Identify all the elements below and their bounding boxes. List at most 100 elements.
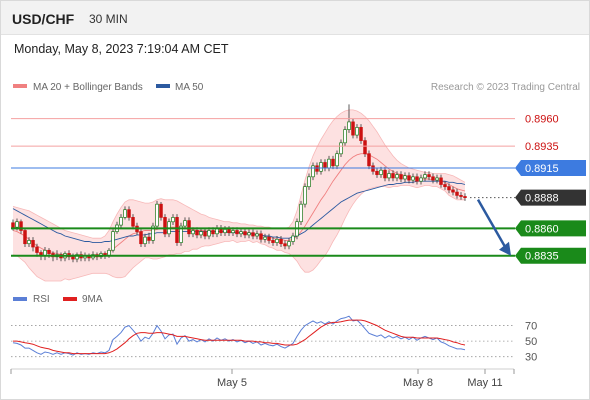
candle-up: [239, 231, 243, 235]
candle-down: [127, 209, 131, 218]
support-label: 0.8860: [525, 223, 559, 235]
ma20-legend-label: MA 20 + Bollinger Bands: [33, 82, 143, 93]
candle-down: [47, 249, 51, 254]
candle-down: [443, 184, 447, 188]
candle-down: [451, 189, 455, 193]
candle-down: [351, 121, 355, 136]
x-axis: May 5 May 8 May 11: [10, 369, 515, 389]
rsi-plot: 70 50 30: [11, 315, 537, 364]
candle-down: [375, 170, 379, 175]
candle-down: [195, 230, 199, 236]
candle-down: [23, 230, 27, 245]
candle-up: [411, 176, 415, 181]
candle-up: [303, 186, 307, 205]
rsi-level-label: 50: [525, 336, 537, 348]
rsi-level-label: 30: [525, 352, 537, 364]
candle-down: [415, 176, 419, 182]
x-tick-label: May 11: [467, 377, 502, 389]
candle-up: [355, 127, 359, 136]
rsi-legend-label: RSI: [33, 294, 50, 305]
bollinger-lower-line: [12, 185, 465, 282]
candle-up: [311, 165, 315, 178]
candle-down: [407, 175, 411, 181]
candle-down: [367, 153, 371, 167]
candle-up: [339, 142, 343, 155]
price-levels: 0.8960 0.8935 0.8915 0.8888 0.8860 0.8835: [11, 114, 586, 264]
candle-up: [247, 232, 251, 236]
candle-down: [447, 186, 451, 191]
pivot-label: 0.8915: [525, 163, 559, 175]
support-label-tag: [515, 247, 586, 264]
candle-down: [11, 222, 15, 228]
candle-down: [259, 233, 263, 240]
candle-up: [27, 240, 31, 245]
rsi-legend-swatch: [13, 297, 27, 301]
candle-up: [183, 220, 187, 227]
candle-down: [267, 236, 271, 241]
candle-up: [263, 236, 267, 240]
resistance-label: 0.8960: [525, 114, 559, 126]
candle-up: [223, 229, 227, 234]
symbol-label[interactable]: USD/CHF: [12, 11, 75, 27]
candle-down: [235, 230, 239, 235]
candle-down: [175, 217, 179, 243]
candle-down: [439, 177, 443, 185]
candle-up: [423, 174, 427, 179]
forecast-arrow-shaft: [476, 198, 507, 248]
candle-down: [279, 238, 283, 245]
candle-down: [371, 165, 375, 172]
candle-up: [179, 225, 183, 243]
candle-up: [75, 254, 79, 260]
candle-up: [395, 174, 399, 179]
timeframe-label[interactable]: 30 MIN: [89, 12, 128, 26]
ma50-legend-label: MA 50: [175, 82, 204, 93]
candle-up: [111, 231, 115, 251]
candle-down: [139, 231, 143, 245]
candle-down: [323, 162, 327, 169]
bollinger-upper-line: [12, 109, 466, 239]
candle-down: [455, 191, 459, 196]
rsi-ma-line: [13, 319, 466, 355]
candle-up: [403, 175, 407, 180]
candle-down: [427, 174, 431, 178]
rsi-ma-legend-swatch: [63, 297, 77, 301]
candle-up: [171, 217, 175, 223]
candle-up: [307, 176, 311, 188]
candle-up: [379, 169, 383, 175]
candle-down: [187, 220, 191, 235]
pivot-label-tag: [515, 160, 586, 176]
candle-down: [359, 127, 363, 141]
current-price-tag: [515, 189, 586, 206]
candle-up: [419, 177, 423, 182]
candle-down: [211, 230, 215, 235]
ma20-legend-swatch: [13, 84, 27, 88]
resistance-label: 0.8935: [525, 141, 559, 153]
candle-down: [331, 158, 335, 167]
candle-up: [207, 230, 211, 237]
candle-up: [143, 236, 147, 245]
candle-down: [431, 176, 435, 181]
candle-down: [459, 195, 463, 197]
candle-up: [119, 217, 123, 226]
candle-down: [131, 217, 135, 227]
ma50-legend-swatch: [156, 84, 170, 88]
candle-up: [343, 129, 347, 144]
candle-up: [123, 209, 127, 218]
candle-down: [203, 231, 207, 237]
candle-up: [151, 225, 155, 241]
candle-down: [463, 196, 467, 198]
candle-down: [159, 203, 163, 218]
candle-down: [363, 140, 367, 155]
price-legend: MA 20 + Bollinger Bands MA 50: [13, 82, 204, 93]
current-price-label: 0.8888: [525, 193, 559, 205]
x-tick-label: May 5: [217, 377, 247, 389]
candle-up: [275, 238, 279, 243]
rsi-legend: RSI 9MA: [13, 294, 103, 305]
candle-down: [35, 246, 39, 253]
x-tick-label: May 8: [403, 377, 433, 389]
candle-up: [155, 203, 159, 227]
credit-label: Research © 2023 Trading Central: [431, 82, 580, 93]
candle-down: [31, 240, 35, 248]
candle-down: [147, 236, 151, 241]
